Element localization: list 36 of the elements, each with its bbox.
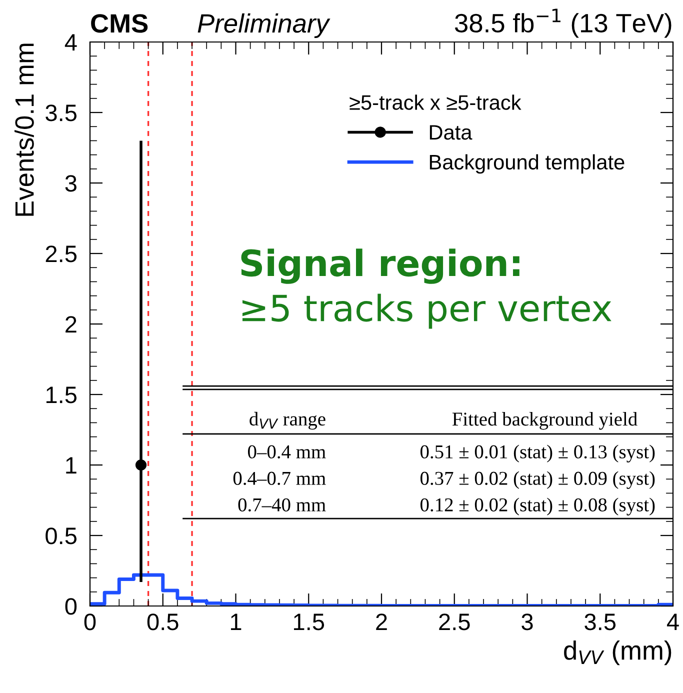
annotation: Fitted background yield	[452, 412, 638, 430]
x-tick-label: 2.5	[439, 614, 470, 630]
annotation: 0.51 ± 0.01 (stat) ± 0.13 (syst)	[420, 444, 655, 462]
y-axis-title: Events/0.1 mm	[14, 44, 34, 216]
y-tick-label: 0	[65, 598, 77, 615]
x-tick-label: 1	[230, 614, 242, 630]
y-tick-label: 3.5	[46, 104, 77, 122]
chart-subtitle: Preliminary	[198, 13, 330, 38]
y-tick-label: 1	[66, 457, 76, 474]
x-tick-label: 1.5	[294, 614, 324, 630]
x-tick-label: 3	[522, 614, 533, 630]
y-tick-label: 3	[65, 175, 76, 192]
annotation: ≥5 tracks per vertex	[242, 294, 612, 329]
annotation: Signal region:	[241, 248, 520, 284]
x-tick-label: 0	[84, 614, 96, 630]
chart-title: CMS	[91, 14, 148, 33]
y-tick-label: 1.5	[46, 386, 77, 404]
x-tick-label: 3.5	[584, 614, 616, 630]
annotation: d$_{VV}$ range	[250, 412, 326, 430]
annotation: 0.37 ± 0.02 (stat) ± 0.09 (syst)	[420, 471, 655, 489]
legend-title: ≥5-track x ≥5-track	[350, 94, 522, 110]
x-tick-label: 4	[666, 614, 679, 630]
legend-label: Background template	[430, 154, 624, 174]
y-tick-label: 2.5	[46, 246, 77, 262]
y-tick-label: 4	[64, 34, 77, 51]
annotation: 0–0.4 mm	[248, 445, 326, 459]
annotation: 0.4–0.7 mm	[233, 472, 326, 486]
x-tick-label: 2	[376, 614, 387, 630]
annotation: 0.7–40 mm	[238, 498, 326, 512]
x-tick-label: 0.5	[147, 614, 178, 630]
y-tick-label: 0.5	[46, 528, 77, 544]
text: 38.5 fb$^{−1}$ (13 TeV)	[454, 8, 672, 38]
y-tick-label: 2	[66, 316, 76, 333]
legend-label: Data	[430, 125, 472, 140]
annotation: 0.12 ± 0.02 (stat) ± 0.08 (syst)	[420, 498, 655, 516]
x-axis-title: d$_{VV}$ (mm)	[564, 640, 672, 666]
